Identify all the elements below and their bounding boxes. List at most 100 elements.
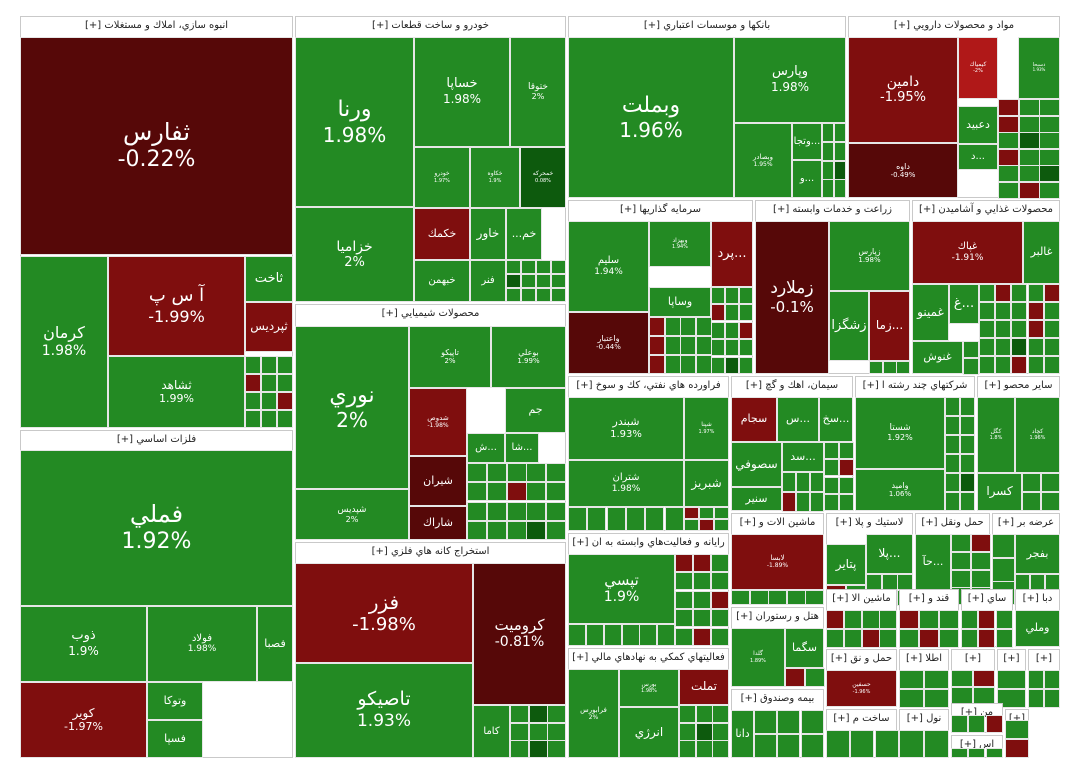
stock-tile[interactable]: ثاخت: [245, 256, 293, 302]
mini-tile[interactable]: [1019, 165, 1040, 182]
sector-title[interactable]: فعاليتهاي كمكي به نهادهاي مالي [+]: [572, 652, 725, 663]
mini-tile[interactable]: [960, 397, 975, 416]
mini-tile[interactable]: [1028, 338, 1044, 356]
sector-title[interactable]: [+]: [1003, 653, 1020, 664]
mini-tile[interactable]: [979, 284, 995, 302]
mini-tile[interactable]: [978, 610, 995, 629]
mini-tile[interactable]: [711, 591, 729, 609]
mini-tile[interactable]: [777, 710, 800, 734]
mini-tile[interactable]: [801, 710, 824, 734]
mini-tile[interactable]: [1028, 284, 1044, 302]
mini-tile[interactable]: [754, 710, 777, 734]
stock-tile[interactable]: خاور: [470, 208, 506, 260]
stock-tile[interactable]: غنوش: [912, 341, 963, 374]
mini-tile[interactable]: [924, 689, 949, 708]
sector-title[interactable]: ساي [+]: [967, 593, 1007, 604]
mini-tile[interactable]: [883, 361, 897, 374]
mini-tile[interactable]: [711, 554, 729, 572]
mini-tile[interactable]: [1015, 574, 1030, 590]
mini-tile[interactable]: [245, 410, 261, 428]
stock-tile[interactable]: فملي 1.92%: [20, 450, 293, 606]
mini-tile[interactable]: [1044, 689, 1060, 708]
sector-title[interactable]: هتل و رستوران [+]: [736, 611, 819, 622]
sector-title[interactable]: قند و [+]: [908, 593, 950, 604]
mini-tile[interactable]: [919, 629, 939, 648]
mini-tile[interactable]: [801, 734, 824, 758]
mini-tile[interactable]: [725, 287, 739, 304]
mini-tile[interactable]: [997, 670, 1026, 689]
mini-tile[interactable]: [750, 590, 769, 605]
mini-tile[interactable]: [526, 463, 546, 482]
mini-tile[interactable]: [675, 591, 693, 609]
mini-tile[interactable]: [551, 288, 566, 302]
stock-tile[interactable]: كاما: [473, 705, 510, 758]
mini-tile[interactable]: [277, 392, 293, 410]
mini-tile[interactable]: [711, 572, 729, 590]
stock-tile[interactable]: كچاد 1.96%: [1015, 397, 1060, 473]
mini-tile[interactable]: [731, 590, 750, 605]
stock-tile[interactable]: لابسا -1.89%: [731, 534, 824, 590]
mini-tile[interactable]: [1045, 574, 1060, 590]
stock-tile[interactable]: شپديس 2%: [295, 489, 409, 540]
mini-tile[interactable]: [875, 730, 899, 758]
mini-tile[interactable]: [693, 591, 711, 609]
mini-tile[interactable]: [1011, 356, 1027, 374]
stock-tile[interactable]: تاپيكو 2%: [409, 326, 491, 388]
mini-tile[interactable]: [679, 723, 696, 741]
mini-tile[interactable]: [547, 723, 566, 741]
stock-tile[interactable]: خزاميا 2%: [295, 207, 414, 302]
mini-tile[interactable]: [261, 410, 277, 428]
stock-tile[interactable]: كرمان 1.98%: [20, 256, 108, 428]
mini-tile[interactable]: [824, 477, 839, 494]
mini-tile[interactable]: [568, 624, 586, 646]
stock-tile[interactable]: سگما: [785, 628, 824, 668]
mini-tile[interactable]: [1044, 320, 1060, 338]
sector-title[interactable]: دبا [+]: [1022, 593, 1053, 604]
mini-tile[interactable]: [1044, 338, 1060, 356]
stock-tile[interactable]: شبندر 1.93%: [568, 397, 684, 460]
mini-tile[interactable]: [665, 355, 681, 374]
mini-tile[interactable]: [714, 519, 729, 531]
mini-tile[interactable]: [979, 356, 995, 374]
mini-tile[interactable]: [998, 149, 1019, 166]
stock-tile[interactable]: خمحركه 0.08%: [520, 147, 566, 208]
mini-tile[interactable]: [899, 629, 919, 648]
sector-title[interactable]: اطلا [+]: [905, 653, 943, 664]
stock-tile[interactable]: وتوكا: [147, 682, 203, 720]
mini-tile[interactable]: [1041, 473, 1060, 492]
mini-tile[interactable]: [680, 336, 696, 355]
mini-tile[interactable]: [995, 320, 1011, 338]
mini-tile[interactable]: [810, 492, 824, 512]
stock-tile[interactable]: كگل 1.8%: [977, 397, 1015, 473]
mini-tile[interactable]: [810, 472, 824, 492]
mini-tile[interactable]: [521, 260, 536, 274]
mini-tile[interactable]: [467, 463, 487, 482]
sector-title[interactable]: لاستيك و پلا [+]: [835, 517, 904, 528]
sector-title[interactable]: رايانه و فعاليت‌هاي وابسته به ان [+]: [572, 537, 725, 548]
mini-tile[interactable]: [714, 507, 729, 519]
mini-tile[interactable]: [547, 740, 566, 758]
mini-tile[interactable]: [850, 730, 874, 758]
mini-tile[interactable]: [725, 322, 739, 339]
mini-tile[interactable]: [844, 629, 862, 648]
stock-tile[interactable]: زپارس 1.98%: [829, 221, 910, 291]
stock-tile[interactable]: ثپرديس: [245, 302, 293, 352]
mini-tile[interactable]: [1022, 473, 1041, 492]
mini-tile[interactable]: [1039, 165, 1060, 182]
mini-tile[interactable]: [467, 521, 487, 540]
stock-tile[interactable]: سجام: [731, 397, 777, 442]
mini-tile[interactable]: [1044, 302, 1060, 320]
mini-tile[interactable]: [899, 689, 924, 708]
mini-tile[interactable]: [245, 356, 261, 374]
mini-tile[interactable]: [699, 507, 714, 519]
mini-tile[interactable]: [782, 492, 796, 512]
mini-tile[interactable]: [960, 473, 975, 492]
sector-title[interactable]: اس [+]: [959, 739, 995, 750]
mini-tile[interactable]: [739, 339, 753, 356]
mini-tile[interactable]: [960, 492, 975, 511]
stock-tile[interactable]: حسفين -1.96%: [826, 670, 897, 707]
stock-tile[interactable]: فرابورس 2%: [568, 669, 619, 758]
mini-tile[interactable]: [510, 740, 529, 758]
mini-tile[interactable]: [696, 355, 712, 374]
mini-tile[interactable]: [986, 715, 1003, 733]
